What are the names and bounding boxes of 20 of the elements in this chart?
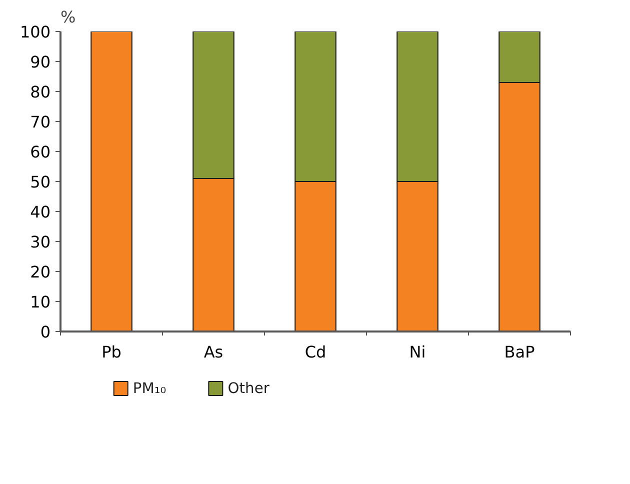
legend-label: Other <box>228 380 270 397</box>
y-tick-label: 30 <box>30 232 50 252</box>
y-tick-label: 50 <box>30 172 50 192</box>
y-tick-label: 20 <box>30 262 50 282</box>
x-tick-label: As <box>204 342 224 362</box>
y-tick-label: 40 <box>30 202 50 222</box>
y-tick-label: 100 <box>20 22 51 42</box>
bar <box>90 32 132 332</box>
y-tick-label: 90 <box>30 52 50 72</box>
x-tick-label: Cd <box>304 342 326 362</box>
y-axis-title: % <box>60 8 76 26</box>
x-tick-label: Ni <box>409 342 426 362</box>
x-tick-label: BaP <box>504 342 536 362</box>
y-tick-label: 60 <box>30 142 50 162</box>
y-tick-label: 10 <box>30 292 50 312</box>
legend-label: PM₁₀ <box>132 380 166 397</box>
y-tick-label: 70 <box>30 112 50 132</box>
y-tick-label: 0 <box>40 322 51 342</box>
x-tick-label: Pb <box>102 342 122 362</box>
y-tick-label: 80 <box>30 82 50 102</box>
